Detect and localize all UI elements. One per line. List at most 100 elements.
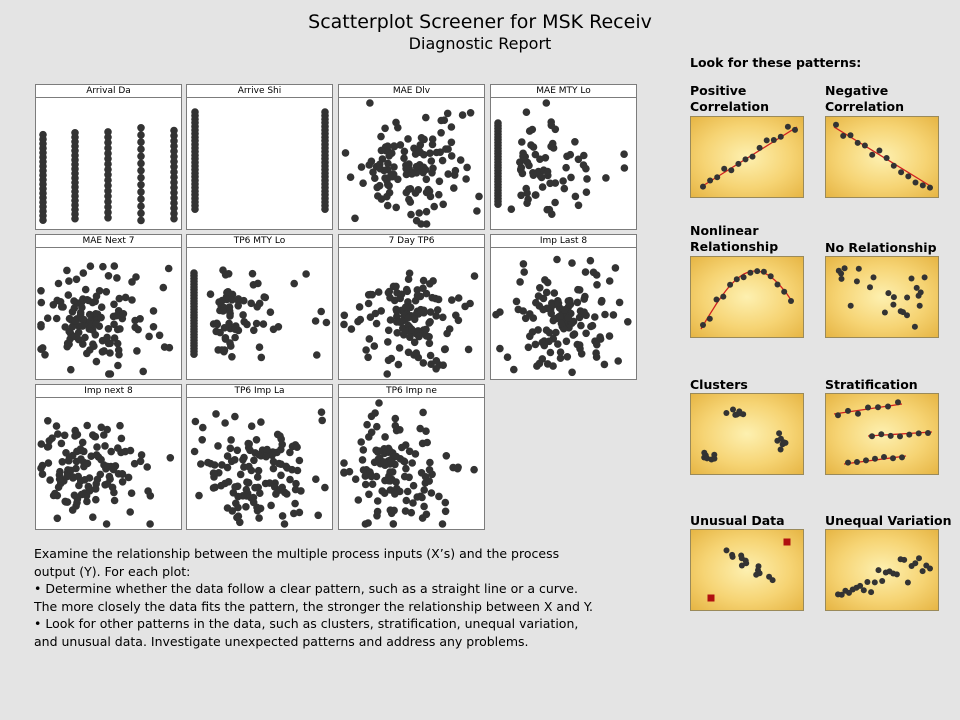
data-point — [371, 409, 379, 417]
data-point — [104, 187, 112, 195]
data-point — [280, 520, 289, 528]
data-point — [422, 113, 430, 122]
data-point — [383, 201, 392, 210]
data-point — [407, 508, 416, 517]
data-point — [116, 421, 124, 430]
data-point — [711, 455, 718, 462]
data-point — [553, 255, 561, 264]
data-point — [54, 430, 62, 438]
data-point — [190, 350, 198, 358]
data-point — [104, 133, 112, 142]
data-point — [267, 501, 275, 510]
data-point — [615, 298, 624, 307]
data-point — [435, 190, 443, 199]
data-point — [556, 354, 565, 362]
data-point — [605, 332, 614, 340]
data-point — [66, 466, 75, 475]
data-point — [86, 262, 95, 270]
data-point — [273, 430, 282, 439]
data-point — [340, 320, 348, 329]
data-point — [596, 333, 604, 341]
data-point — [781, 288, 788, 295]
data-point — [838, 591, 845, 598]
data-point — [170, 168, 178, 176]
data-point — [137, 195, 145, 203]
data-point — [426, 458, 434, 467]
pattern-thumbnail-clusters — [690, 393, 804, 475]
data-point — [137, 131, 145, 139]
data-point — [458, 111, 467, 119]
data-point — [788, 298, 794, 304]
data-point — [514, 305, 523, 314]
data-point — [845, 459, 851, 466]
data-point — [104, 171, 112, 179]
data-point — [872, 455, 878, 462]
data-point — [266, 308, 275, 316]
data-point — [560, 184, 569, 193]
data-point — [52, 422, 61, 430]
data-point — [67, 365, 75, 374]
data-point — [233, 513, 241, 522]
data-point — [361, 520, 370, 528]
data-point — [257, 353, 266, 362]
scatter-panel: TP6 Imp ne — [338, 384, 485, 530]
data-point — [583, 175, 591, 183]
data-point — [426, 351, 435, 360]
data-point — [106, 475, 114, 483]
data-point — [402, 165, 410, 173]
data-point — [875, 404, 881, 411]
data-point — [278, 440, 286, 449]
data-point — [290, 279, 298, 288]
data-point — [423, 438, 431, 447]
data-point — [537, 173, 546, 182]
data-point — [377, 132, 385, 141]
data-point — [554, 299, 563, 308]
panel-title: Imp Last 8 — [491, 235, 636, 248]
data-point — [580, 295, 588, 303]
data-point — [919, 182, 926, 189]
data-point — [575, 313, 584, 322]
data-point — [507, 205, 516, 213]
data-point — [361, 472, 370, 480]
scatter-plot — [340, 399, 478, 528]
data-point — [209, 469, 218, 477]
data-point — [92, 495, 100, 504]
data-point — [792, 126, 798, 133]
scatter-panel: MAE Next 7 — [35, 234, 182, 380]
data-point — [899, 454, 905, 461]
pattern-label-clusters: Clusters — [690, 377, 748, 392]
data-point — [405, 269, 414, 278]
data-point — [439, 200, 447, 209]
data-point — [312, 475, 320, 483]
pattern-illustration — [700, 123, 798, 190]
data-point — [450, 184, 458, 192]
data-point — [397, 290, 406, 299]
data-point — [206, 290, 215, 298]
data-point — [435, 177, 444, 186]
data-point — [453, 464, 462, 473]
data-point — [255, 343, 264, 351]
data-point — [714, 174, 721, 181]
data-point — [835, 267, 842, 274]
scatter-panel: TP6 MTY Lo — [186, 234, 333, 380]
data-point — [37, 440, 46, 448]
data-point — [760, 268, 767, 275]
data-point — [913, 284, 920, 291]
data-point — [740, 411, 747, 418]
data-point — [770, 137, 777, 143]
data-point — [367, 157, 376, 166]
data-point — [422, 220, 431, 228]
data-point — [231, 412, 239, 421]
data-point — [556, 312, 564, 320]
data-point — [466, 109, 475, 117]
data-point — [419, 276, 428, 285]
data-point — [600, 360, 609, 369]
data-point — [386, 172, 395, 181]
data-point — [278, 512, 287, 520]
data-point — [598, 296, 606, 305]
data-point — [119, 310, 128, 318]
data-point — [402, 496, 411, 505]
data-point — [295, 456, 304, 465]
data-point — [127, 489, 136, 497]
data-point — [426, 149, 434, 157]
